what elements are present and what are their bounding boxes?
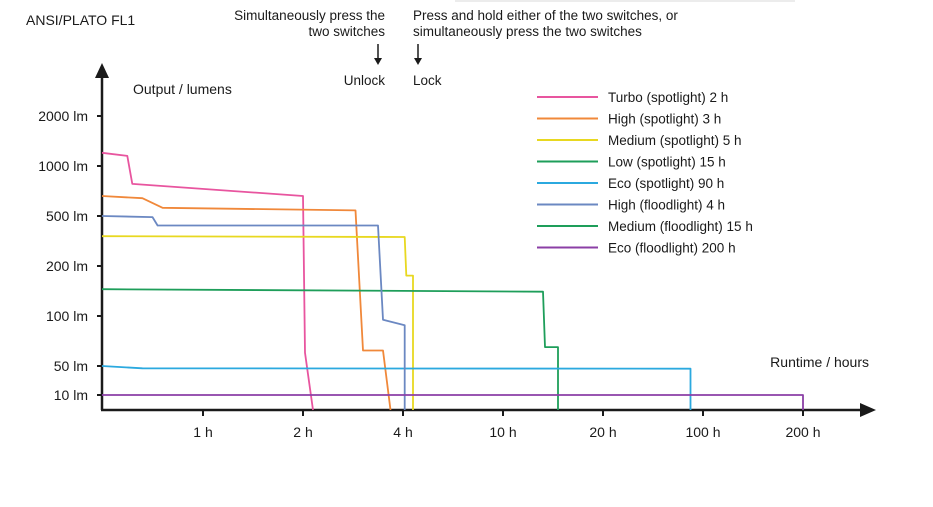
legend: Turbo (spotlight) 2 h High (spotlight) 3 … bbox=[537, 90, 753, 256]
annotation-lock: Press and hold either of the two switche… bbox=[413, 8, 678, 88]
series-line-eco-spotlight-90-h bbox=[101, 365, 692, 410]
y-tick-label: 500 lm bbox=[46, 208, 88, 224]
legend-label: Eco (spotlight) 90 h bbox=[608, 176, 724, 191]
series-line-low-spotlight-15-h bbox=[101, 288, 559, 410]
y-tick-label: 2000 lm bbox=[38, 108, 88, 124]
x-ticks: 1 h 2 h 4 h 10 h 20 h 100 h 200 h bbox=[193, 410, 821, 440]
y-tick-label: 50 lm bbox=[54, 358, 88, 374]
series-line-turbo-spotlight-2-h bbox=[101, 151, 314, 411]
legend-label: Medium (floodlight) 15 h bbox=[608, 219, 753, 234]
x-tick-label: 1 h bbox=[193, 424, 212, 440]
x-tick-label: 10 h bbox=[489, 424, 516, 440]
y-ticks: 2000 lm 1000 lm 500 lm 200 lm 100 lm 50 lm 10 … bbox=[38, 108, 102, 403]
y-tick-label: 100 lm bbox=[46, 308, 88, 324]
standard-label: ANSI/PLATO FL1 bbox=[26, 12, 135, 28]
x-axis-label: Runtime / hours bbox=[770, 354, 869, 370]
annotation-lock-line-2: simultaneously press the two switches bbox=[413, 24, 642, 39]
unlock-arrow-icon bbox=[374, 58, 382, 65]
x-tick-label: 2 h bbox=[293, 424, 312, 440]
legend-label: Turbo (spotlight) 2 h bbox=[608, 90, 728, 105]
legend-label: High (floodlight) 4 h bbox=[608, 198, 725, 213]
x-axis-arrow-icon bbox=[860, 403, 876, 417]
series-line-eco-floodlight-200-h bbox=[102, 394, 804, 410]
lock-arrow-icon bbox=[414, 58, 422, 65]
annotation-unlock: Simultaneously press the two switches Un… bbox=[234, 8, 385, 88]
series-line-high-spotlight-3-h bbox=[101, 195, 392, 411]
series-lines bbox=[101, 151, 804, 411]
y-tick-label: 200 lm bbox=[46, 258, 88, 274]
annotation-unlock-line-2: two switches bbox=[308, 24, 385, 39]
legend-label: Medium (spotlight) 5 h bbox=[608, 133, 742, 148]
x-tick-label: 4 h bbox=[393, 424, 412, 440]
legend-label: Eco (floodlight) 200 h bbox=[608, 241, 736, 256]
x-tick-label: 20 h bbox=[589, 424, 616, 440]
legend-label: Low (spotlight) 15 h bbox=[608, 155, 726, 170]
y-axis-label: Output / lumens bbox=[133, 81, 232, 97]
legend-label: High (spotlight) 3 h bbox=[608, 112, 721, 127]
y-tick-label: 10 lm bbox=[54, 387, 88, 403]
series-line-medium-spotlight-5-h bbox=[101, 235, 414, 410]
annotation-unlock-line-1: Simultaneously press the bbox=[234, 8, 385, 23]
annotation-unlock-marker: Unlock bbox=[344, 73, 386, 88]
y-tick-label: 1000 lm bbox=[38, 158, 88, 174]
annotation-lock-marker: Lock bbox=[413, 73, 442, 88]
series-line-high-floodlight-4-h bbox=[101, 215, 406, 410]
axes bbox=[95, 63, 876, 417]
x-tick-label: 200 h bbox=[785, 424, 820, 440]
annotation-lock-line-1: Press and hold either of the two switche… bbox=[413, 8, 678, 23]
x-tick-label: 100 h bbox=[685, 424, 720, 440]
y-axis-arrow-icon bbox=[95, 63, 109, 78]
